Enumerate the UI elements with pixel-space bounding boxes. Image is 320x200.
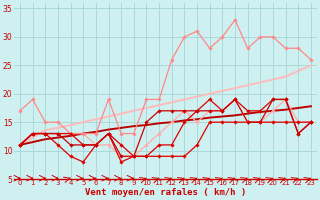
X-axis label: Vent moyen/en rafales ( km/h ): Vent moyen/en rafales ( km/h ) [85, 188, 246, 197]
